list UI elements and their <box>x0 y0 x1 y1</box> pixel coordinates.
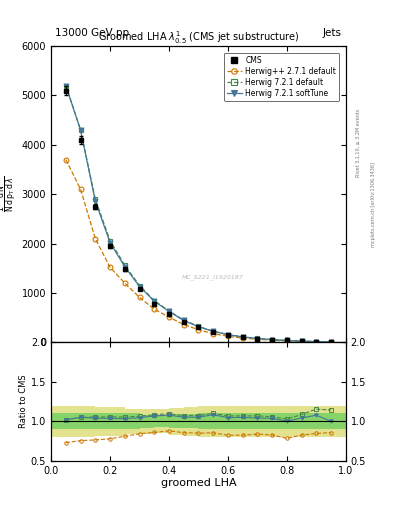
Y-axis label: Ratio to CMS: Ratio to CMS <box>19 375 28 429</box>
Text: MC_S221_I1920187: MC_S221_I1920187 <box>182 274 244 280</box>
Text: 13000 GeV pp: 13000 GeV pp <box>55 28 129 38</box>
Title: Groomed LHA $\lambda^{1}_{0.5}$ (CMS jet substructure): Groomed LHA $\lambda^{1}_{0.5}$ (CMS jet… <box>98 29 299 46</box>
Y-axis label: $\frac{1}{\mathrm{N}}\frac{\mathrm{d}\,\mathrm{N}}{\mathrm{d}\,\mathrm{p_T}\,\ma: $\frac{1}{\mathrm{N}}\frac{\mathrm{d}\,\… <box>0 176 20 212</box>
Text: mcplots.cern.ch [arXiv:1306.3436]: mcplots.cern.ch [arXiv:1306.3436] <box>371 162 376 247</box>
X-axis label: groomed LHA: groomed LHA <box>161 478 236 488</box>
Legend: CMS, Herwig++ 2.7.1 default, Herwig 7.2.1 default, Herwig 7.2.1 softTune: CMS, Herwig++ 2.7.1 default, Herwig 7.2.… <box>224 53 339 101</box>
Text: Jets: Jets <box>323 28 342 38</box>
Text: Rivet 3.1.10, ≥ 3.2M events: Rivet 3.1.10, ≥ 3.2M events <box>356 109 361 178</box>
